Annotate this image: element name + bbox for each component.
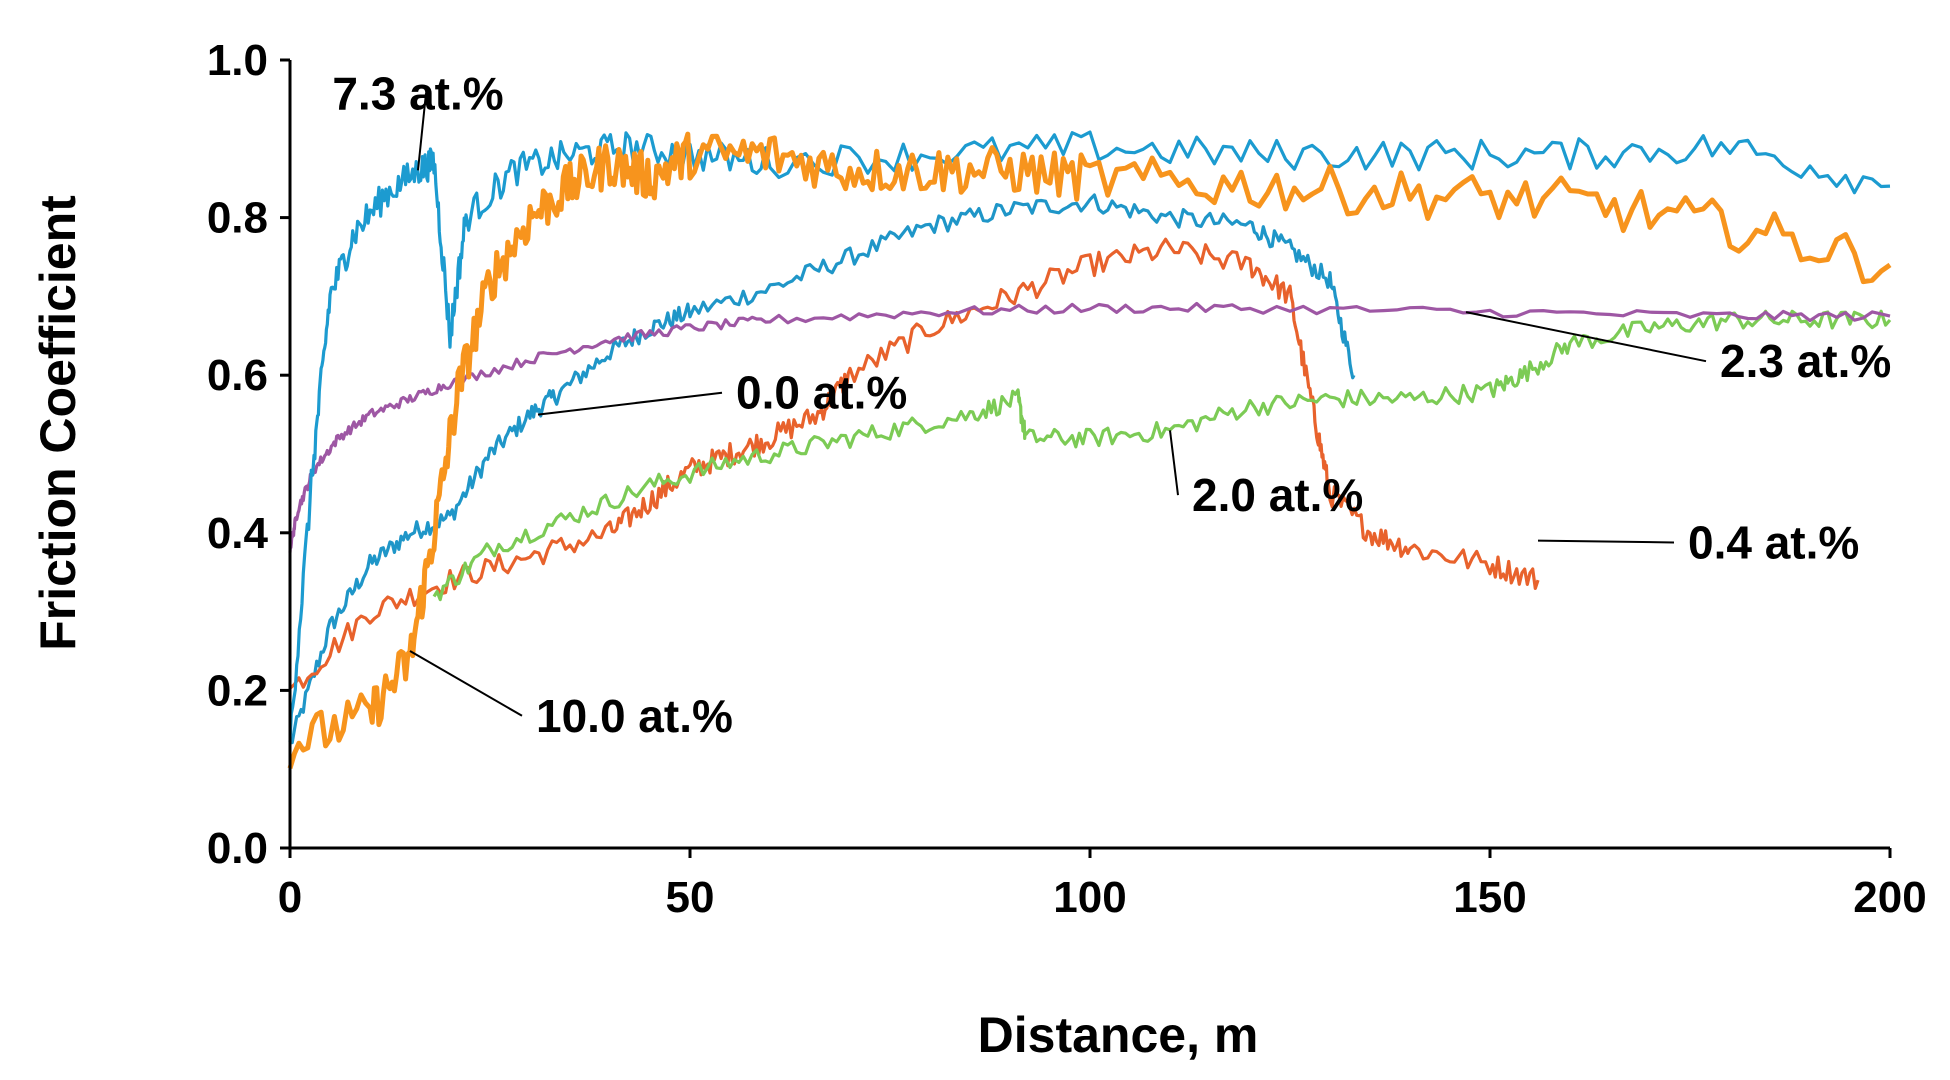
series-label: 0.4 at.% <box>1688 516 1859 568</box>
annotation-leader-line <box>1169 430 1179 496</box>
series-label: 2.0 at.% <box>1192 469 1363 521</box>
annotation-leader-line <box>417 93 427 171</box>
series-label: 7.3 at.% <box>332 67 503 119</box>
series-label: 10.0 at.% <box>536 690 733 742</box>
y-tick-label: 0.4 <box>207 509 269 558</box>
series-line-10-0-at <box>287 131 1892 770</box>
y-axis-title: Friction Coefficient <box>30 195 86 651</box>
annotation-leader-line <box>1537 539 1675 544</box>
annotation-leader-line <box>409 650 523 717</box>
series-line-2-3-at <box>288 301 1891 553</box>
series-label: 2.3 at.% <box>1720 335 1891 387</box>
series-layer <box>287 130 1892 770</box>
x-tick-label: 100 <box>1053 873 1126 922</box>
series-line-7-3-at <box>288 130 1891 743</box>
y-tick-label: 0.0 <box>207 824 268 873</box>
series-line-0-0-at <box>289 193 1356 745</box>
annotation-leader-line <box>537 391 723 416</box>
y-tick-label: 0.2 <box>207 666 268 715</box>
annotation-leader-line <box>1465 311 1707 363</box>
series-line-0-4-at <box>288 237 1540 690</box>
x-tick-label: 200 <box>1853 873 1926 922</box>
y-tick-label: 1.0 <box>207 36 268 85</box>
series-label: 0.0 at.% <box>736 367 907 419</box>
x-axis-title: Distance, m <box>978 1007 1259 1063</box>
x-tick-label: 50 <box>666 873 715 922</box>
ticks-layer: 0.0 0.2 0.4 0.6 0.8 1.0 0 50 100 150 200 <box>207 36 1927 922</box>
x-tick-label: 0 <box>278 873 302 922</box>
y-tick-label: 0.8 <box>207 194 268 243</box>
x-tick-label: 150 <box>1453 873 1526 922</box>
annotation-layer: 7.3 at.% 0.0 at.% 2.3 at.% 2.0 at.% 0.4 at.%… <box>332 67 1891 742</box>
y-tick-label: 0.6 <box>207 351 268 400</box>
